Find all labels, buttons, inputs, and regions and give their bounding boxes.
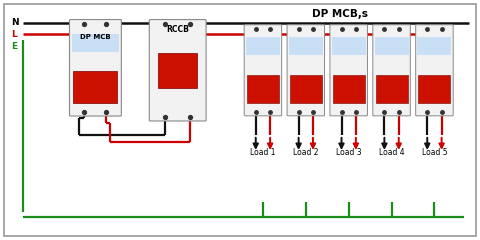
Bar [376,75,408,103]
Text: Load 1: Load 1 [250,148,276,157]
FancyBboxPatch shape [70,20,121,116]
Bar [158,53,197,88]
Bar [374,37,408,55]
FancyBboxPatch shape [373,25,410,116]
Bar [333,75,365,103]
FancyBboxPatch shape [4,4,476,236]
Text: RCCB: RCCB [166,25,189,34]
Text: Load 3: Load 3 [336,148,361,157]
Text: E: E [11,42,17,51]
Text: Load 4: Load 4 [379,148,404,157]
FancyBboxPatch shape [416,25,453,116]
Bar [290,75,322,103]
Text: L: L [11,30,16,39]
FancyBboxPatch shape [330,25,367,116]
Text: DP MCB,s: DP MCB,s [312,9,368,19]
Text: Load 2: Load 2 [293,148,319,157]
Text: DP MCB: DP MCB [80,35,111,41]
Text: Load 5: Load 5 [421,148,447,157]
Text: N: N [11,18,18,27]
Bar [73,71,117,103]
Bar [247,75,279,103]
Bar [289,37,323,55]
Bar [72,35,119,52]
FancyBboxPatch shape [287,25,324,116]
Bar [419,75,450,103]
FancyBboxPatch shape [244,25,282,116]
Bar [332,37,366,55]
Bar [418,37,451,55]
Bar [246,37,280,55]
FancyBboxPatch shape [149,20,206,121]
